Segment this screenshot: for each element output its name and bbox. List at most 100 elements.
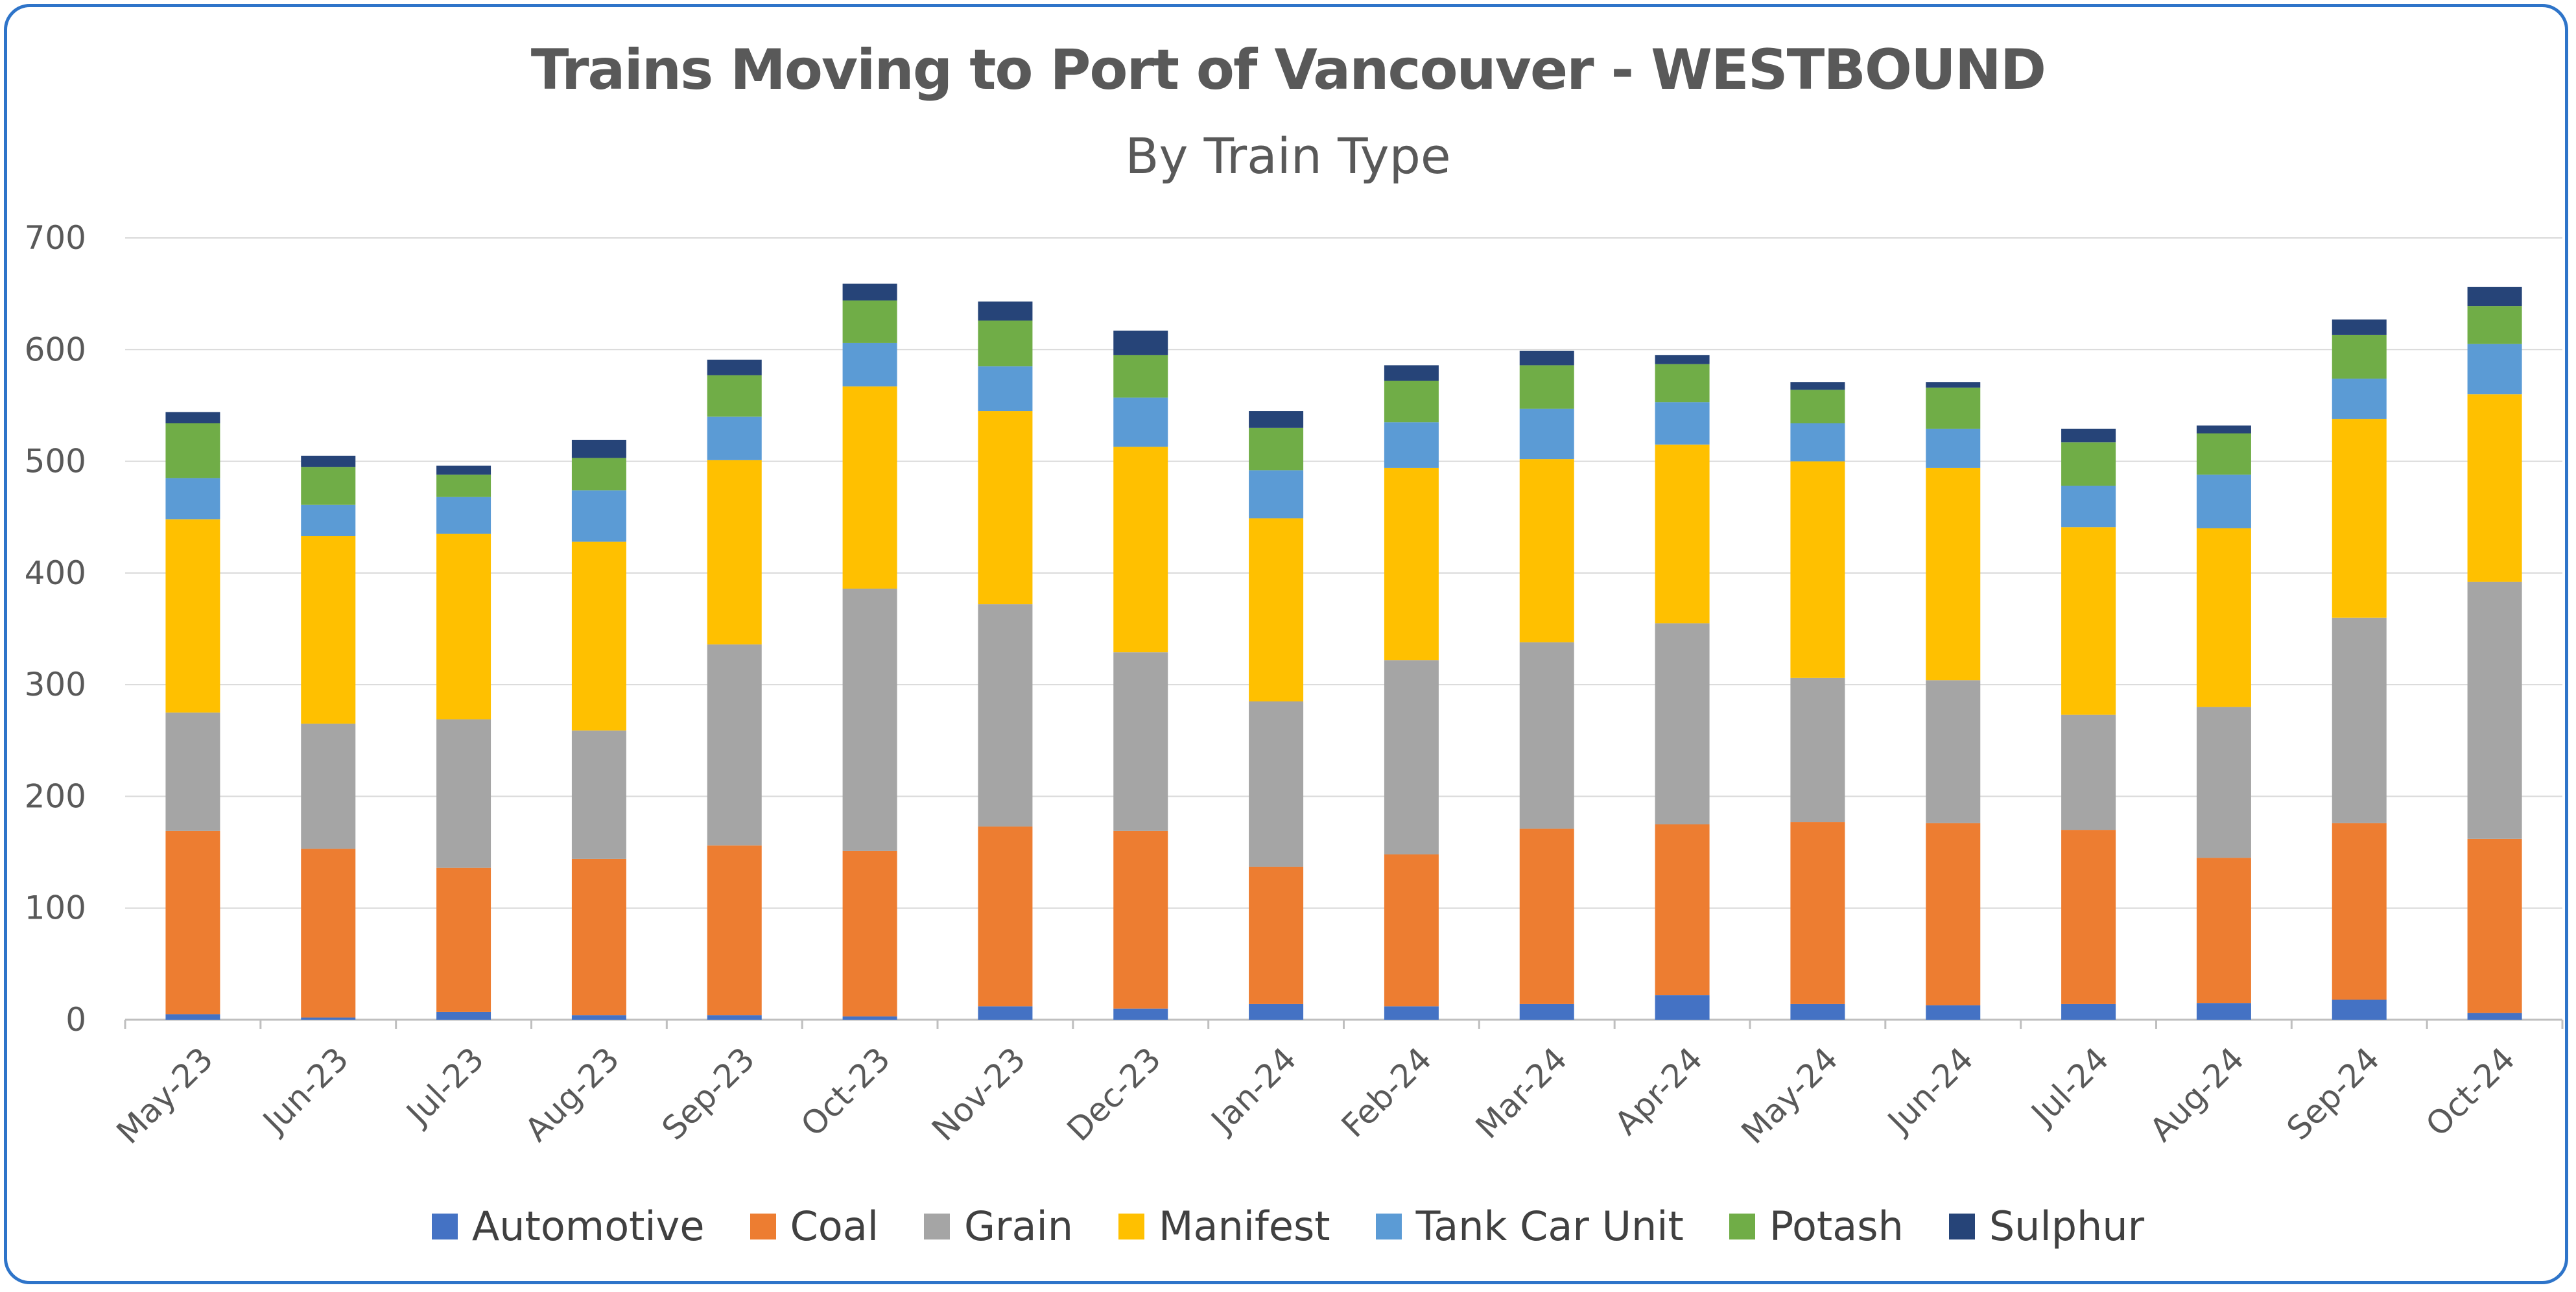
bar-segment-tank-car-unit [1790, 423, 1845, 462]
legend-item-coal: Coal [750, 1203, 879, 1250]
bar-segment-automotive [165, 1014, 220, 1020]
bar-segment-manifest [1113, 447, 1168, 653]
bar-segment-automotive [1519, 1004, 1574, 1020]
bar-segment-sulphur [1519, 351, 1574, 366]
bar-segment-grain [2332, 617, 2387, 823]
x-tick-label: Jun-23 [255, 1040, 356, 1141]
bar-segment-coal [301, 849, 356, 1018]
bar-segment-potash [301, 467, 356, 505]
bar-segment-sulphur [436, 465, 491, 475]
y-tick-label: 100 [25, 889, 86, 927]
bar-segment-coal [1113, 830, 1168, 1009]
x-tick-label: Apr-24 [1607, 1040, 1710, 1142]
legend-item-grain: Grain [923, 1203, 1074, 1250]
bar-segment-sulphur [1790, 382, 1845, 390]
bar-segment-grain [842, 588, 897, 851]
x-tick-label: Jul-24 [2023, 1040, 2116, 1133]
bar-segment-coal [2467, 838, 2522, 1013]
bar-segment-tank-car-unit [1655, 402, 1710, 445]
bar-segment-coal [2332, 823, 2387, 1000]
bar-segment-potash [571, 458, 626, 491]
bar-segment-grain [2196, 707, 2251, 858]
bar-segment-manifest [1926, 467, 1981, 681]
bar-segment-tank-car-unit [1926, 429, 1981, 468]
bar-segment-manifest [978, 411, 1033, 605]
bar-segment-coal [1790, 822, 1845, 1004]
bar-segment-automotive [2196, 1003, 2251, 1020]
bar-segment-automotive [1249, 1004, 1304, 1020]
bar-segment-grain [571, 730, 626, 859]
bar-segment-manifest [1790, 461, 1845, 678]
bar-segment-tank-car-unit [301, 504, 356, 537]
legend-item-manifest: Manifest [1118, 1203, 1330, 1250]
bar-segment-tank-car-unit [165, 478, 220, 520]
bar-segment-manifest [165, 519, 220, 713]
bar-segment-potash [1655, 364, 1710, 403]
bar-segment-grain [1926, 680, 1981, 823]
bar-segment-coal [1384, 854, 1439, 1007]
bar-segment-manifest [2196, 528, 2251, 707]
bar-segment-sulphur [1655, 355, 1710, 364]
bar-segment-manifest [436, 534, 491, 720]
bar-segment-potash [1519, 365, 1574, 409]
y-tick-label: 400 [25, 554, 86, 592]
bar-segment-coal [842, 851, 897, 1016]
legend-swatch [1948, 1213, 1975, 1239]
bar-segment-automotive [2467, 1013, 2522, 1020]
bar-segment-sulphur [978, 301, 1033, 321]
bar-segment-automotive [1926, 1005, 1981, 1020]
x-tick-label: Dec-23 [1060, 1040, 1168, 1148]
chart-subtitle: By Train Type [1125, 127, 1451, 185]
x-tick-label: Aug-24 [2143, 1040, 2252, 1149]
bar-segment-sulphur [1113, 330, 1168, 355]
y-tick-label: 300 [25, 666, 86, 703]
bar-segment-tank-car-unit [2061, 486, 2116, 528]
bar-segment-tank-car-unit [1384, 422, 1439, 468]
bar-segment-potash [1926, 387, 1981, 429]
bar-segment-coal [1926, 823, 1981, 1005]
bar-segment-coal [571, 858, 626, 1016]
bar-segment-automotive [842, 1016, 897, 1020]
bar-segment-tank-car-unit [1113, 397, 1168, 447]
bar-segment-sulphur [2061, 429, 2116, 443]
bar-segment-manifest [301, 536, 356, 724]
bar-segment-sulphur [571, 440, 626, 458]
x-tick-label: Sep-24 [2280, 1040, 2387, 1147]
legend-swatch [431, 1213, 458, 1239]
x-tick-label: Jan-24 [1203, 1040, 1303, 1140]
x-axis: May-23 Jun-23 Jul-23 Aug-23 Sep-23 Oct-23 Nov-… [110, 1020, 2564, 1151]
bar-segment-grain [1249, 701, 1304, 867]
bar-segment-manifest [1384, 467, 1439, 661]
legend-label: Coal [790, 1203, 879, 1250]
bar-segment-automotive [436, 1011, 491, 1020]
bar-segment-grain [1655, 623, 1710, 825]
legend-label: Potash [1769, 1203, 1904, 1250]
y-axis: 0 100 200 300 400 500 600 700 [25, 219, 86, 1039]
bar-segment-automotive [1655, 995, 1710, 1020]
bar-segment-automotive [1384, 1006, 1439, 1020]
legend-label: Automotive [471, 1203, 705, 1250]
legend-label: Tank Car Unit [1415, 1203, 1684, 1250]
legend-label: Grain [963, 1203, 1074, 1250]
bar-segment-potash [842, 300, 897, 343]
x-tick-label: Oct-23 [794, 1040, 897, 1144]
bar-segment-grain [301, 723, 356, 849]
bar-segment-coal [707, 845, 762, 1016]
bar-segment-grain [1790, 677, 1845, 823]
bar-segment-automotive [571, 1015, 626, 1020]
bar-segment-automotive [978, 1006, 1033, 1020]
legend-item-potash: Potash [1729, 1203, 1904, 1250]
legend-item-sulphur: Sulphur [1948, 1203, 2144, 1250]
bar-segment-automotive [1113, 1008, 1168, 1020]
x-tick-label: Jun-24 [1880, 1040, 1981, 1141]
bar-segment-coal [978, 826, 1033, 1007]
legend-swatch [750, 1213, 776, 1239]
bar-segment-automotive [301, 1017, 356, 1020]
bar-segment-grain [436, 719, 491, 868]
bar-segment-coal [2061, 830, 2116, 1004]
bar-segment-coal [165, 830, 220, 1015]
bar-segment-automotive [2061, 1004, 2116, 1020]
bar-segment-tank-car-unit [2196, 475, 2251, 528]
x-tick-label: May-24 [1734, 1040, 1845, 1151]
legend-swatch [1375, 1213, 1402, 1239]
